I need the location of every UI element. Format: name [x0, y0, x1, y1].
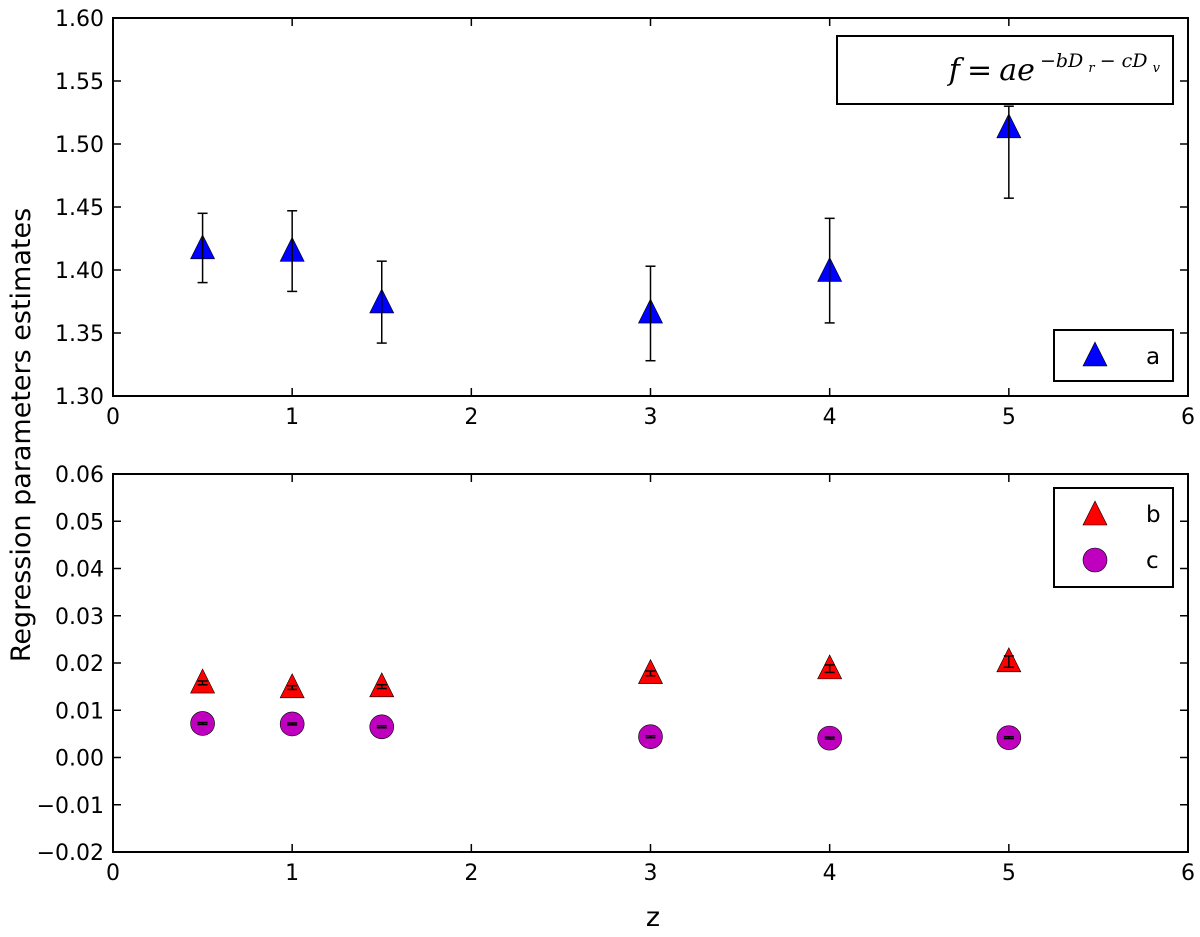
- formula-exp-sub2: v: [1153, 61, 1161, 76]
- formula-text: f = ae −bD r − cD v: [947, 50, 1161, 88]
- top-x-tick-label: 3: [644, 405, 658, 430]
- legend-marker-c: [1082, 547, 1108, 573]
- top-x-tick-label: 4: [823, 405, 837, 430]
- y-axis-label: Regression parameters estimates: [6, 208, 37, 662]
- x-axis-label: z: [646, 902, 660, 933]
- formula-box: [836, 35, 1174, 105]
- top-plot-marks: [190, 105, 1022, 362]
- legend-marker-b: [1082, 500, 1108, 526]
- bottom-y-tick-label: −0.01: [37, 794, 104, 819]
- bottom-x-tick-label: 6: [1181, 861, 1195, 886]
- top-y-tick-label: 1.55: [55, 70, 104, 95]
- bottom-legend: b c: [1053, 487, 1174, 588]
- bottom-y-tick-label: 0.05: [55, 510, 104, 535]
- bottom-ticks: 0 1 2 3 4 5 6 −0.02 −0.01 0.00 0.01 0.02 0.03 0.04 0.0…: [37, 463, 1195, 886]
- top-x-tick-label: 6: [1181, 405, 1195, 430]
- bottom-x-tick-label: 5: [1002, 861, 1016, 886]
- top-x-tick-label: 5: [1002, 405, 1016, 430]
- bottom-y-tick-label: −0.02: [37, 841, 104, 866]
- top-y-tick-label: 1.35: [55, 322, 104, 347]
- bottom-y-tick-label: 0.02: [55, 652, 104, 677]
- formula-exp-pre: −bD: [1040, 50, 1083, 72]
- bottom-plot-marks: [190, 647, 1022, 751]
- legend-marker-a: [1082, 341, 1108, 367]
- top-legend: a: [1053, 329, 1174, 382]
- top-panel: 0 1 2 3 4 5 6 1.30 1.35 1.40 1.45 1.50 1.55 1.60 f = …: [55, 7, 1195, 430]
- formula-base: ae: [999, 53, 1035, 88]
- top-x-tick-label: 2: [464, 405, 478, 430]
- bottom-x-tick-label: 2: [464, 861, 478, 886]
- legend-label-c: c: [1146, 548, 1159, 574]
- top-legend-box: [1053, 329, 1174, 382]
- top-y-tick-label: 1.60: [55, 7, 104, 32]
- formula-exp-sub1: r: [1088, 61, 1095, 76]
- top-ticks: 0 1 2 3 4 5 6 1.30 1.35 1.40 1.45 1.50 1.55 1.60: [55, 7, 1195, 430]
- top-y-tick-label: 1.45: [55, 196, 104, 221]
- bottom-y-tick-label: 0.04: [55, 558, 104, 583]
- formula-exp-mid: − cD: [1100, 50, 1148, 72]
- bottom-x-tick-label: 0: [106, 861, 120, 886]
- legend-label-a: a: [1146, 344, 1160, 370]
- bottom-y-tick-label: 0.06: [55, 463, 104, 488]
- top-y-tick-label: 1.40: [55, 259, 104, 284]
- bottom-y-tick-label: 0.03: [55, 605, 104, 630]
- top-y-tick-label: 1.30: [55, 385, 104, 410]
- bottom-y-tick-label: 0.00: [55, 747, 104, 772]
- bottom-y-tick-label: 0.01: [55, 699, 104, 724]
- bottom-x-tick-label: 1: [285, 861, 299, 886]
- bottom-panel: 0 1 2 3 4 5 6 −0.02 −0.01 0.00 0.01 0.02 0.03 0.04 0.0…: [37, 463, 1195, 933]
- bottom-legend-box: [1053, 487, 1174, 588]
- formula-eq: =: [967, 53, 992, 88]
- bottom-x-tick-label: 3: [644, 861, 658, 886]
- top-x-tick-label: 1: [285, 405, 299, 430]
- legend-label-b: b: [1146, 502, 1161, 528]
- top-y-tick-label: 1.50: [55, 133, 104, 158]
- formula-annotation: f = ae −bD r − cD v: [836, 35, 1174, 105]
- top-x-tick-label: 0: [106, 405, 120, 430]
- bottom-x-tick-label: 4: [823, 861, 837, 886]
